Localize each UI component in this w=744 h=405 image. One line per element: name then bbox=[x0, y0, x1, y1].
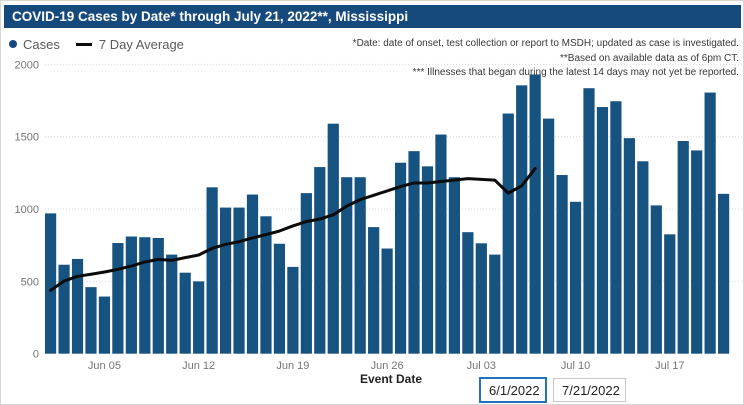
cases-bar bbox=[421, 166, 434, 354]
x-axis-tick-label: Jun 05 bbox=[88, 360, 121, 372]
start-date-input[interactable] bbox=[479, 377, 547, 403]
cases-bar bbox=[435, 134, 447, 354]
cases-bar bbox=[394, 162, 407, 354]
end-date-input[interactable] bbox=[553, 378, 626, 402]
cases-bar bbox=[368, 227, 380, 354]
x-axis-tick-label: Jun 12 bbox=[182, 360, 215, 372]
x-axis-tick-label: Jun 19 bbox=[276, 360, 309, 372]
seven-day-average-line bbox=[49, 167, 537, 292]
cases-legend-dot-icon bbox=[9, 40, 17, 48]
cases-bar bbox=[98, 296, 111, 354]
x-axis-tick-label: Jul 03 bbox=[467, 360, 496, 372]
cases-bar bbox=[691, 150, 703, 354]
cases-bar bbox=[610, 101, 622, 354]
cases-bar bbox=[193, 281, 205, 354]
cases-bar bbox=[704, 92, 716, 354]
cases-bar bbox=[502, 113, 514, 354]
cases-bar bbox=[85, 287, 97, 354]
cases-bar bbox=[623, 138, 635, 354]
cases-bar bbox=[475, 243, 487, 354]
cases-bar bbox=[246, 194, 259, 354]
cases-bar bbox=[219, 207, 232, 354]
footnote-date-definition: *Date: date of onset, test collection or… bbox=[352, 38, 739, 49]
cases-bar bbox=[166, 254, 178, 354]
cases-bar bbox=[354, 177, 366, 354]
cases-bar bbox=[448, 177, 460, 354]
y-axis-tick-label: 2000 bbox=[15, 59, 39, 71]
cases-bar bbox=[529, 74, 541, 354]
cases-bar bbox=[556, 175, 568, 354]
chart-title-bar: COVID-19 Cases by Date* through July 21,… bbox=[4, 5, 741, 28]
x-axis-title: Event Date bbox=[359, 372, 423, 386]
legend: Cases 7 Day Average bbox=[9, 35, 184, 53]
cases-bar bbox=[637, 161, 649, 354]
cases-bar bbox=[125, 236, 137, 354]
cases-bar bbox=[233, 207, 245, 354]
cases-bar bbox=[300, 193, 312, 354]
chart-title: COVID-19 Cases by Date* through July 21,… bbox=[12, 9, 409, 24]
y-axis-tick-label: 500 bbox=[21, 276, 39, 288]
x-axis-tick-label: Jun 26 bbox=[371, 360, 404, 372]
cases-bar bbox=[718, 193, 730, 354]
cases-bar bbox=[677, 141, 689, 354]
cases-legend-label: Cases bbox=[23, 36, 60, 52]
cases-bar bbox=[179, 272, 191, 354]
avg-legend-label: 7 Day Average bbox=[98, 36, 184, 52]
cases-bar bbox=[516, 85, 528, 354]
cases-bar bbox=[287, 266, 299, 354]
cases-bar bbox=[152, 237, 164, 354]
cases-bar bbox=[139, 237, 151, 354]
cases-bar bbox=[327, 123, 339, 354]
cases-bar bbox=[543, 118, 555, 354]
cases-bar bbox=[58, 264, 70, 354]
cases-bar bbox=[408, 151, 420, 354]
cases-bar bbox=[341, 177, 353, 354]
avg-legend-line-icon bbox=[75, 42, 92, 46]
cases-bar bbox=[112, 243, 124, 354]
cases-bar bbox=[206, 187, 218, 354]
y-axis-tick-label: 0 bbox=[33, 349, 39, 361]
x-axis-tick-label: Jul 17 bbox=[655, 360, 684, 372]
cases-bar bbox=[664, 234, 676, 354]
cases-bar bbox=[71, 258, 84, 354]
cases-bar bbox=[260, 216, 272, 354]
footnote-latest-14-days: *** Illnesses that began during the late… bbox=[412, 67, 739, 78]
cases-bar bbox=[273, 243, 286, 354]
cases-bar bbox=[569, 201, 582, 354]
cases-bar bbox=[596, 107, 609, 354]
footnote-data-as-of: **Based on available data as of 6pm CT. bbox=[560, 52, 739, 64]
cases-bar bbox=[314, 167, 326, 354]
footnotes: *Date: date of onset, test collection or… bbox=[353, 37, 739, 81]
cases-bar bbox=[489, 254, 501, 354]
cases-bar bbox=[650, 205, 662, 354]
y-axis-tick-label: 1000 bbox=[15, 204, 39, 216]
cases-bar bbox=[381, 248, 393, 354]
cases-bar bbox=[583, 88, 595, 354]
cases-bar bbox=[462, 232, 474, 354]
x-axis-tick-label: Jul 10 bbox=[561, 360, 590, 372]
cases-bar bbox=[45, 213, 57, 354]
y-axis-tick-label: 1500 bbox=[15, 132, 39, 144]
